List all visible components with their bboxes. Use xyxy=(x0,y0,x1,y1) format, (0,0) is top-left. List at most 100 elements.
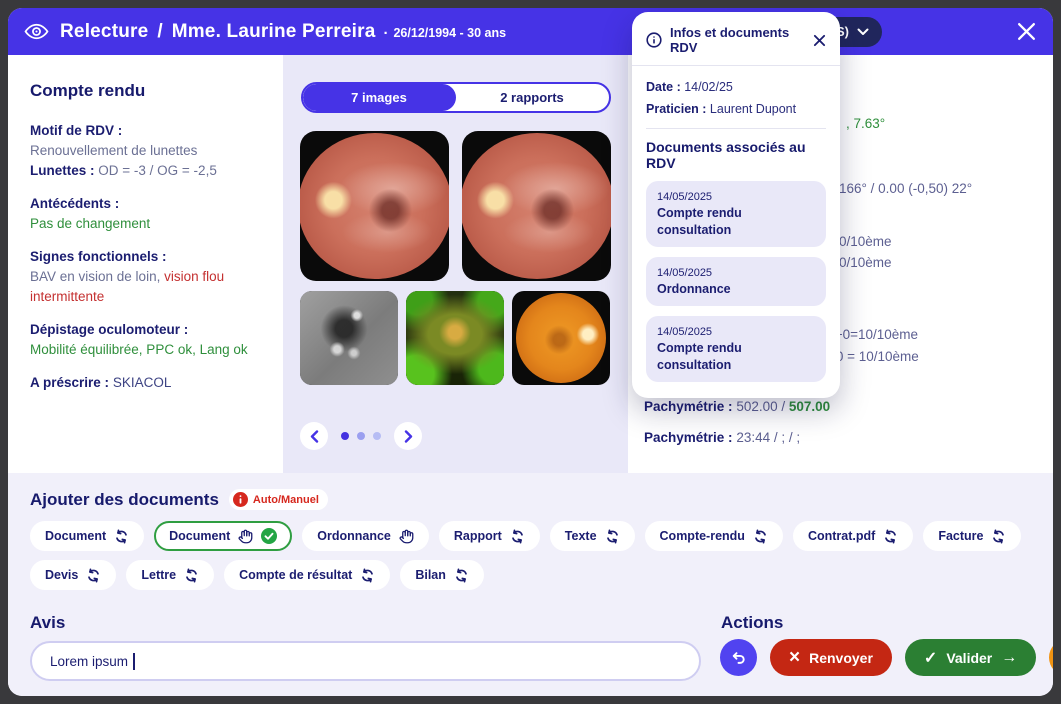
check-icon: ✓ xyxy=(923,649,938,667)
antecedents-section-label: Antécédents : xyxy=(30,196,120,211)
hand-icon xyxy=(238,529,253,543)
pachymetrie-value: 502.00 / xyxy=(736,399,786,414)
add-documents-title: Ajouter des documents xyxy=(30,489,219,509)
eye-icon xyxy=(24,19,49,44)
chevron-right-icon[interactable] xyxy=(394,422,422,450)
redfree-image[interactable] xyxy=(300,291,398,385)
fundus-image-2[interactable] xyxy=(462,131,611,281)
hand-icon xyxy=(399,529,414,543)
signes-value: BAV en vision de loin, xyxy=(30,269,165,284)
chip-label: Ordonnance xyxy=(317,529,391,543)
info-icon xyxy=(646,32,662,48)
chip-compte-de-resultat[interactable]: Compte de résultat xyxy=(224,560,391,590)
pachymetrie-row-1: Pachymétrie : 502.00 / 507.00 xyxy=(644,399,830,414)
pachymetrie-row-2: Pachymétrie : 23:44 / ; / ; xyxy=(644,430,800,445)
sync-icon xyxy=(606,528,618,544)
grayscale-retina-photo xyxy=(300,291,398,385)
chip-document-manual[interactable]: Document xyxy=(154,521,293,551)
document-card[interactable]: 14/05/2025 Compte rendu consultation xyxy=(646,181,826,247)
keratometry-fragment: , 7.63° xyxy=(846,116,886,131)
rdv-praticien-label: Praticien : xyxy=(646,102,707,116)
fundus-photo xyxy=(300,133,449,279)
document-card[interactable]: 14/05/2025 Ordonnance xyxy=(646,257,826,306)
orange-fundus-photo xyxy=(516,293,606,383)
signes-label: Signes fonctionnels : xyxy=(30,249,167,264)
chip-lettre[interactable]: Lettre xyxy=(126,560,215,590)
chip-rapport[interactable]: Rapport xyxy=(438,521,540,551)
refraction-fragment: 166° / 0.00 (-0,50) 22° xyxy=(839,181,973,196)
page-title: Relecture xyxy=(60,20,149,42)
actions-title: Actions xyxy=(721,613,784,632)
acuity-fragment-1: 0/10ème xyxy=(839,234,892,249)
app-window: Relecture / Mme. Laurine Perreira · 26/1… xyxy=(8,8,1053,696)
chip-label: Contrat.pdf xyxy=(807,529,876,543)
chip-label: Facture xyxy=(938,529,984,543)
fundus-image-1[interactable] xyxy=(300,131,449,281)
breadcrumb-separator: / xyxy=(157,20,163,42)
prescrire-label: A préscrire : xyxy=(30,375,110,390)
chip-texte[interactable]: Texte xyxy=(549,521,635,551)
rdv-date-row: Date : 14/02/25 xyxy=(646,76,826,98)
antecedents-value: Pas de changement xyxy=(30,216,151,231)
chip-compte-rendu[interactable]: Compte-rendu xyxy=(644,521,783,551)
x-icon: × xyxy=(789,647,801,668)
carousel-pager xyxy=(300,422,611,450)
document-chips: Document Document Ordonnance Rapport Tex… xyxy=(30,521,1031,590)
motif-label: Motif de RDV : xyxy=(30,123,123,138)
history-button[interactable] xyxy=(1049,639,1053,676)
carousel-dot[interactable] xyxy=(357,432,365,440)
depistage-value: Mobilité équilibrée, PPC ok, Lang ok xyxy=(30,342,248,357)
lunettes-label: Lunettes : xyxy=(30,163,95,178)
renvoyer-button[interactable]: × Renvoyer xyxy=(770,639,892,676)
chip-facture[interactable]: Facture xyxy=(923,521,1022,551)
sync-icon xyxy=(88,567,100,583)
app-header: Relecture / Mme. Laurine Perreira · 26/1… xyxy=(8,8,1053,55)
valider-button[interactable]: ✓ Valider → xyxy=(904,639,1037,676)
patient-name: Mme. Laurine Perreira xyxy=(171,20,376,42)
sync-icon xyxy=(755,528,766,544)
chip-devis[interactable]: Devis xyxy=(30,560,117,590)
divider xyxy=(646,128,826,129)
chevron-down-icon xyxy=(857,28,869,36)
bottom-section: Ajouter des documents Auto/Manuel Docume… xyxy=(8,473,1053,696)
chip-label: Devis xyxy=(45,568,79,582)
auto-manuel-label: Auto/Manuel xyxy=(252,493,319,506)
valider-label: Valider xyxy=(946,649,993,666)
undo-button[interactable] xyxy=(720,639,757,676)
chevron-left-icon[interactable] xyxy=(300,422,328,450)
compte-rendu-title: Compte rendu xyxy=(30,81,146,100)
sync-icon xyxy=(456,567,467,583)
patient-meta-dot: · xyxy=(383,24,389,42)
depistage-label: Dépistage oculomoteur : xyxy=(30,322,189,337)
chip-ordonnance[interactable]: Ordonnance xyxy=(302,521,429,551)
tab-images[interactable]: 7 images xyxy=(302,84,456,111)
pachymetrie-label: Pachymétrie : xyxy=(644,430,733,445)
popup-close-icon[interactable] xyxy=(813,34,826,47)
compte-rendu-panel: Compte rendu Motif de RDV : Renouvelleme… xyxy=(8,55,283,473)
document-card[interactable]: 14/05/2025 Compte rendu consultation xyxy=(646,316,826,382)
close-icon[interactable] xyxy=(1016,21,1037,42)
undo-icon xyxy=(732,652,745,664)
chip-label: Compte de résultat xyxy=(239,568,353,582)
sync-icon xyxy=(186,567,197,583)
sync-icon xyxy=(362,567,374,583)
widefield-image[interactable] xyxy=(406,291,504,385)
acuity-fragment-2: 0/10ème xyxy=(839,255,892,270)
tab-rapports[interactable]: 2 rapports xyxy=(500,90,564,105)
chip-document-auto[interactable]: Document xyxy=(30,521,145,551)
carousel-dot[interactable] xyxy=(373,432,381,440)
widefield-retina-photo xyxy=(406,291,504,385)
avis-input[interactable]: Lorem ipsum xyxy=(30,641,701,681)
text-cursor xyxy=(133,652,135,670)
chip-label: Document xyxy=(45,529,107,543)
pachymetrie-label: Pachymétrie : xyxy=(644,399,733,414)
fundus-image-3[interactable] xyxy=(512,291,610,385)
avis-title: Avis xyxy=(30,613,66,632)
pachymetrie-value: 23:44 / ; / ; xyxy=(736,430,801,445)
sync-icon xyxy=(885,528,897,544)
rdv-date-value: 14/02/25 xyxy=(684,80,733,94)
carousel-dot-active[interactable] xyxy=(341,432,349,440)
chip-bilan[interactable]: Bilan xyxy=(400,560,484,590)
media-panel: 7 images 2 rapports xyxy=(283,55,628,473)
chip-contrat-pdf[interactable]: Contrat.pdf xyxy=(792,521,914,551)
